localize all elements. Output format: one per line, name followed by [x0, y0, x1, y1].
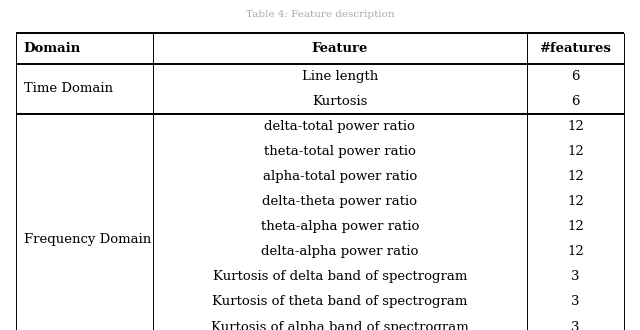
Text: Kurtosis: Kurtosis	[312, 95, 367, 108]
Text: alpha-total power ratio: alpha-total power ratio	[262, 170, 417, 183]
Text: #features: #features	[540, 42, 611, 55]
Text: Table 4: Feature description: Table 4: Feature description	[246, 10, 394, 19]
Text: delta-theta power ratio: delta-theta power ratio	[262, 195, 417, 208]
Text: Domain: Domain	[24, 42, 81, 55]
Text: 12: 12	[567, 170, 584, 183]
Text: 6: 6	[571, 70, 580, 83]
Text: 3: 3	[571, 295, 580, 309]
Text: 12: 12	[567, 145, 584, 158]
Text: 6: 6	[571, 95, 580, 108]
Text: 12: 12	[567, 220, 584, 233]
Text: 12: 12	[567, 195, 584, 208]
Text: Kurtosis of alpha band of spectrogram: Kurtosis of alpha band of spectrogram	[211, 320, 468, 330]
Text: delta-total power ratio: delta-total power ratio	[264, 120, 415, 133]
Text: Kurtosis of delta band of spectrogram: Kurtosis of delta band of spectrogram	[212, 270, 467, 283]
Text: Time Domain: Time Domain	[24, 82, 113, 95]
Text: theta-alpha power ratio: theta-alpha power ratio	[260, 220, 419, 233]
Text: Feature: Feature	[312, 42, 368, 55]
Text: theta-total power ratio: theta-total power ratio	[264, 145, 416, 158]
Text: Frequency Domain: Frequency Domain	[24, 233, 151, 246]
Text: 12: 12	[567, 120, 584, 133]
Text: 3: 3	[571, 320, 580, 330]
Text: 3: 3	[571, 270, 580, 283]
Text: Line length: Line length	[301, 70, 378, 83]
Text: 12: 12	[567, 245, 584, 258]
Text: delta-alpha power ratio: delta-alpha power ratio	[261, 245, 419, 258]
Text: Kurtosis of theta band of spectrogram: Kurtosis of theta band of spectrogram	[212, 295, 467, 309]
